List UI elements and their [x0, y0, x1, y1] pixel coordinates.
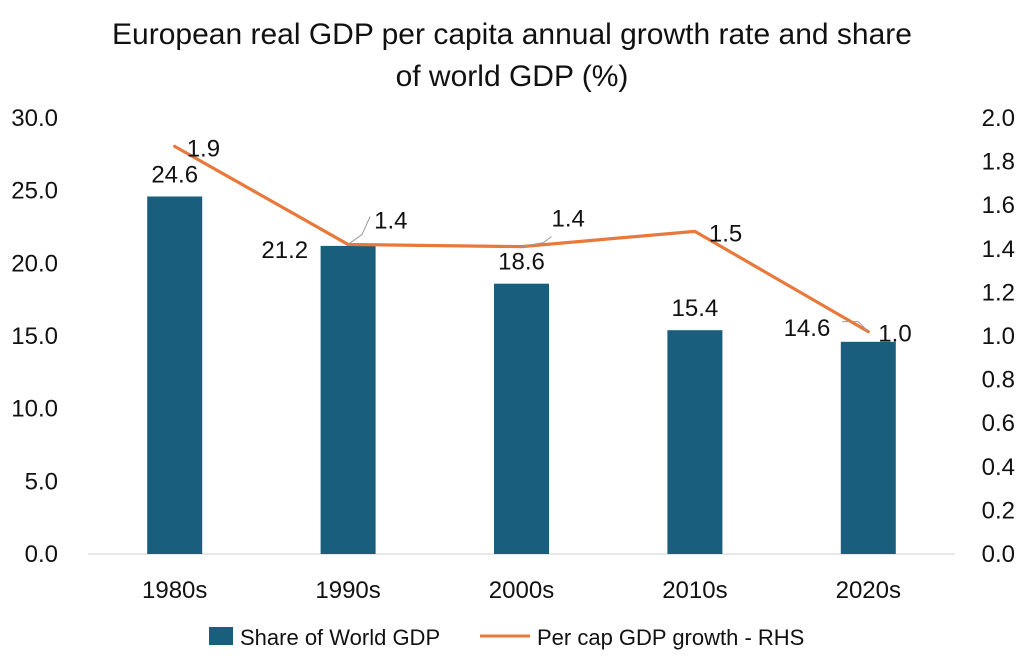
y-right-tick-label: 2.0 [982, 105, 1015, 132]
x-tick-label: 2020s [836, 577, 901, 604]
legend-label-line: Per cap GDP growth - RHS [537, 625, 804, 650]
bar [840, 341, 896, 554]
y-right-tick-label: 1.6 [982, 192, 1015, 219]
axes: 0.0 5.0 10.0 15.0 20.0 25.0 30.0 0.0 0.2 0.4 0.6 0.… [11, 105, 1015, 604]
line-point [173, 145, 176, 148]
bar [147, 196, 203, 555]
chart-title-line-2: of world GDP (%) [396, 60, 629, 93]
line-data-label: 1.5 [709, 220, 742, 247]
bar [320, 245, 376, 555]
line-data-label: 1.4 [552, 206, 585, 233]
y-right-tick-label: 1.4 [982, 236, 1015, 263]
data-labels: 24.6 21.2 18.6 15.4 14.6 1.9 1.4 1.4 1.5 1.0 [151, 135, 911, 347]
line-data-label: 1.0 [878, 321, 911, 348]
line-data-label: 1.4 [374, 207, 407, 234]
bar-data-label: 24.6 [151, 161, 198, 188]
y-right-tick-label: 1.2 [982, 279, 1015, 306]
y-right-tick-label: 1.0 [982, 323, 1015, 350]
legend-label-bar: Share of World GDP [240, 625, 440, 650]
y-left-tick-label: 0.0 [25, 541, 58, 568]
legend: Share of World GDP Per cap GDP growth - … [209, 625, 804, 650]
y-left-tick-label: 20.0 [11, 250, 58, 277]
leader-line [521, 236, 552, 248]
bar [667, 330, 723, 554]
x-tick-label: 1980s [142, 577, 207, 604]
y-left-tick-label: 25.0 [11, 178, 58, 205]
x-tick-label: 2010s [662, 577, 727, 604]
y-right-tick-label: 0.6 [982, 410, 1015, 437]
line-data-label: 1.9 [187, 135, 220, 162]
y-right-tick-label: 0.0 [982, 541, 1015, 568]
x-tick-label: 1990s [315, 577, 380, 604]
bar-series [147, 196, 896, 555]
legend-swatch-bar [209, 627, 233, 645]
bar-data-label: 21.2 [261, 237, 308, 264]
bar-data-label: 14.6 [784, 315, 831, 342]
y-left-tick-label: 15.0 [11, 323, 58, 350]
leader-line [842, 321, 869, 332]
bar-data-label: 18.6 [498, 249, 545, 276]
x-tick-label: 2000s [489, 577, 554, 604]
y-left-tick-label: 30.0 [11, 105, 58, 132]
y-right-tick-label: 0.2 [982, 497, 1015, 524]
y-left-tick-label: 5.0 [25, 468, 58, 495]
bar [494, 283, 549, 554]
line-point [693, 230, 697, 233]
chart-title: European real GDP per capita annual grow… [112, 18, 912, 93]
bar-data-label: 15.4 [672, 295, 719, 322]
y-left-tick-label: 10.0 [11, 396, 58, 423]
y-right-tick-label: 0.8 [982, 367, 1015, 394]
y-right-tick-label: 1.8 [982, 149, 1015, 176]
y-right-tick-label: 0.4 [982, 454, 1015, 481]
chart-title-line-1: European real GDP per capita annual grow… [112, 18, 912, 51]
leader-line [347, 216, 371, 245]
